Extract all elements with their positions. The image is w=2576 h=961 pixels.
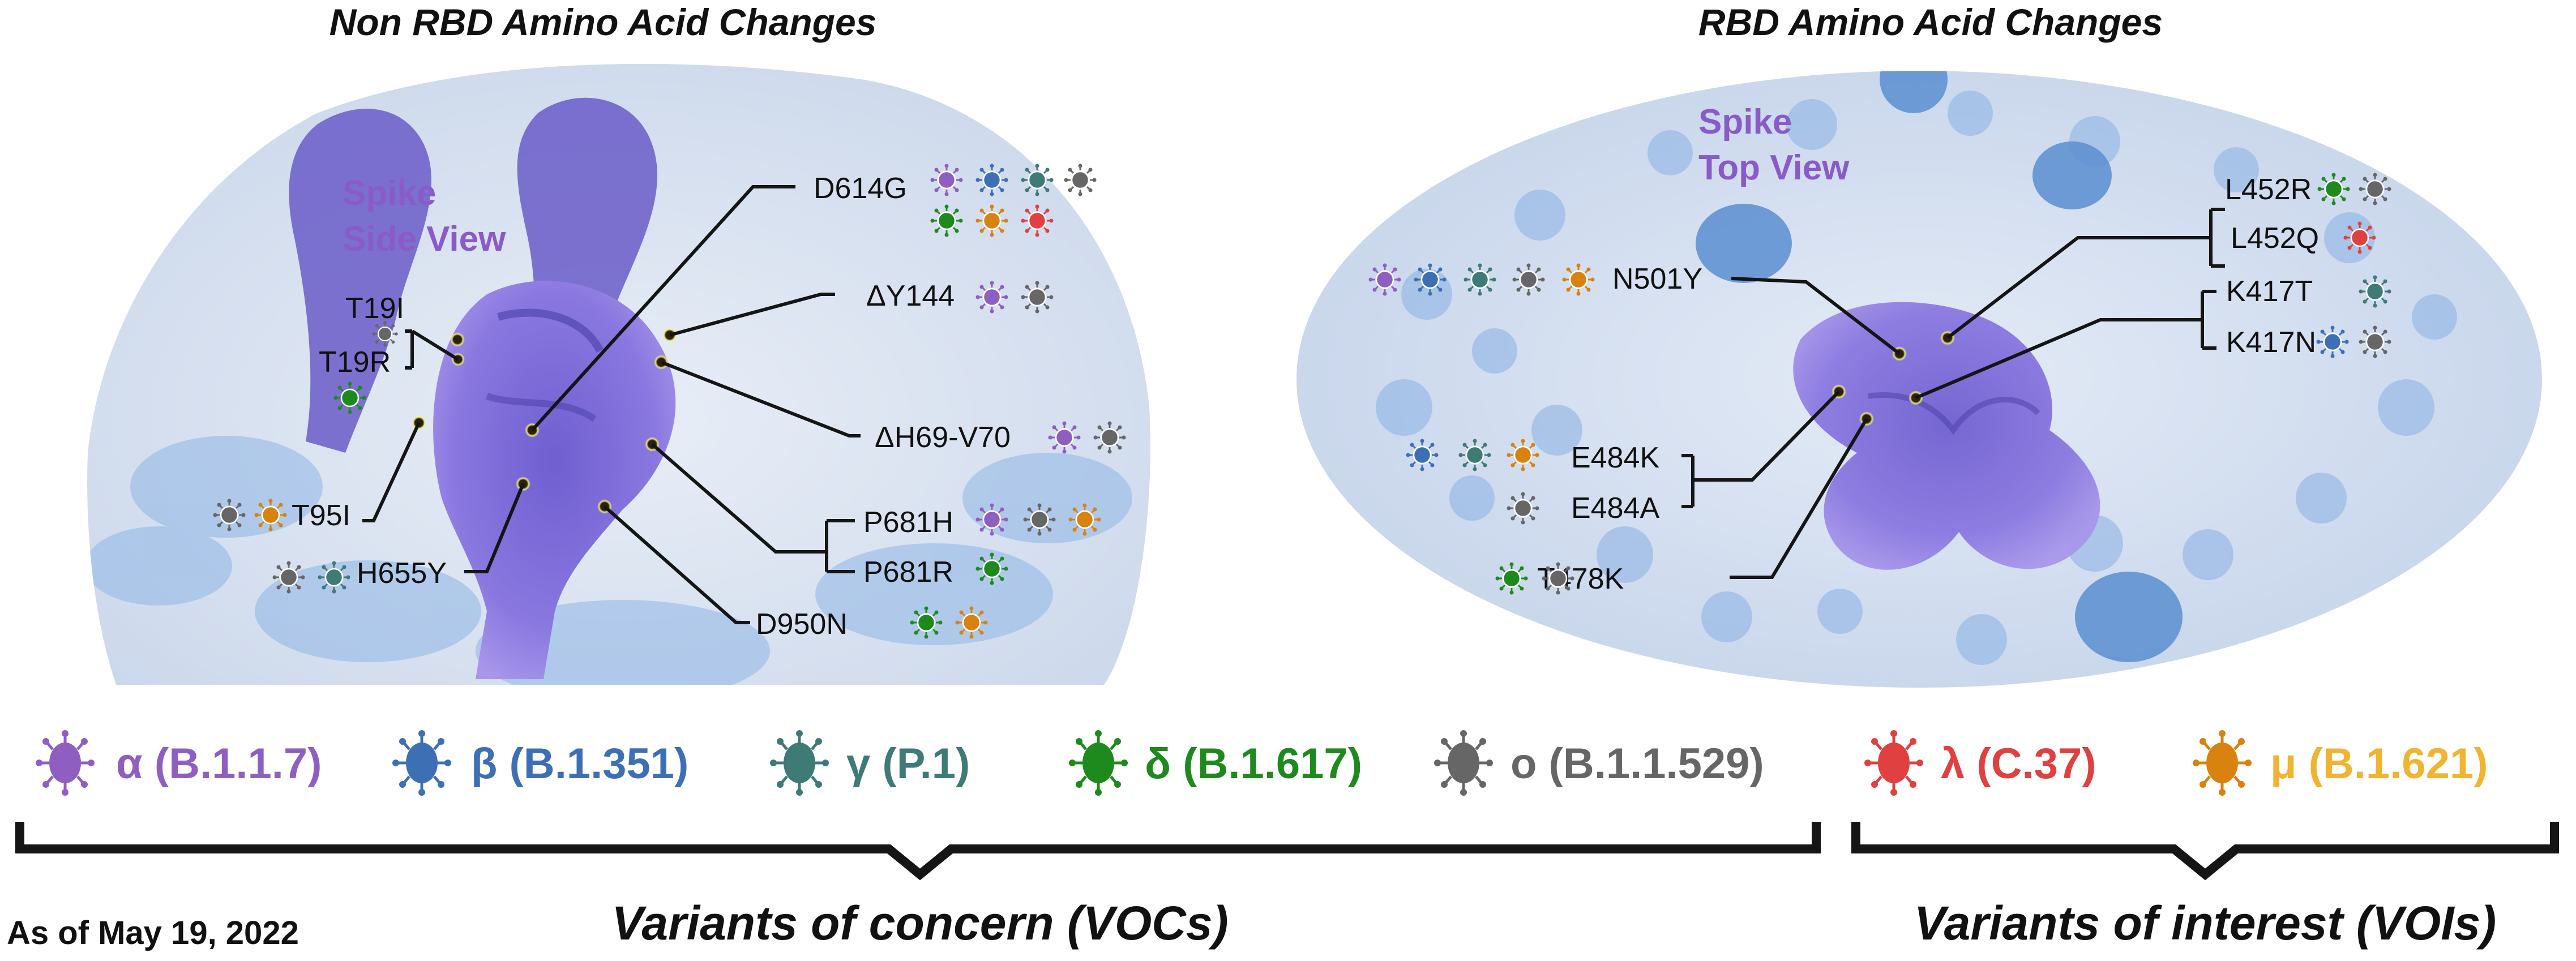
variant-icon-omicron [1022,503,1056,537]
variant-icon-omicron [2358,325,2392,359]
mutation-l452r: L452R [2225,173,2312,206]
variant-icon-beta [1413,263,1447,297]
legend-label-mu: μ (B.1.621) [2270,740,2488,788]
variant-icon-mu [955,606,989,640]
legend-label-alpha: α (B.1.1.7) [116,740,322,788]
variant-icon-alpha [975,280,1009,314]
spike-top-view-protein [1793,302,2100,570]
mutation-t19r: T19R [319,346,391,379]
variant-icon-gamma [1463,263,1497,297]
side-view-label-line2: Side View [343,220,506,259]
top-view-label-line2: Top View [1698,148,1850,187]
mutation-e484a: E484A [1571,492,1659,525]
voc-brace [15,822,1821,881]
variant-icon-omicron [1093,421,1127,454]
variant-icon-omicron [371,320,399,347]
legend-label-gamma: γ (P.1) [846,740,970,788]
non-rbd-title: Non RBD Amino Acid Changes [330,1,877,43]
legend-label-delta: δ (B.1.617) [1145,740,1362,788]
variant-icon-delta [2317,172,2351,206]
variant-icon-beta [975,163,1009,197]
lambda-virus-icon [1864,730,1923,796]
variant-icon-delta [333,381,367,415]
variant-icon-delta [930,204,964,238]
gamma-virus-icon [770,730,829,796]
variant-icon-omicron [1020,280,1054,314]
variant-icon-delta [1495,561,1529,595]
variant-icon-delta [975,552,1009,586]
mutation-dy144: ΔY144 [866,280,955,312]
variant-icon-beta [1405,438,1439,472]
mutation-dh69-v70: ΔH69-V70 [875,421,1011,454]
variant-icon-omicron [272,560,306,594]
variant-icon-alpha [1368,263,1402,297]
spike-side-view-protein [289,97,676,679]
mutation-d614g: D614G [814,172,907,205]
beta-virus-icon [392,730,451,796]
voc-label: Variants of concern (VOCs) [611,896,1228,950]
variant-icon-omicron [212,498,246,532]
mutation-t95i: T95I [292,499,350,532]
top-view-label-line1: Spike [1698,102,1792,141]
variant-legend: α (B.1.1.7) β (B.1.351) γ (P.1) δ (B.1.6… [36,730,2488,796]
legend-item-omicron: o (B.1.1.529) [1434,730,1764,796]
rbd-title: RBD Amino Acid Changes [1698,1,2163,43]
variant-icon-omicron [1541,561,1575,595]
legend-label-omicron: o (B.1.1.529) [1510,740,1764,788]
variant-icon-delta [909,606,943,640]
mu-virus-icon [2193,730,2252,796]
voi-label: Variants of interest (VOIs) [1914,896,2496,950]
mutation-n501y: N501Y [1612,263,1702,295]
variant-icon-lambda [1020,204,1054,238]
as-of-date: As of May 19, 2022 [7,915,299,951]
top-view-panel: Spike Top View N501Y L452R L452Q K417T K… [1296,71,2542,688]
variant-icon-mu [1506,438,1540,472]
legend-item-gamma: γ (P.1) [770,730,970,796]
legend-item-beta: β (B.1.351) [392,730,688,796]
variant-icon-omicron [2358,172,2392,206]
variant-icon-omicron [1512,263,1546,297]
legend-item-mu: μ (B.1.621) [2193,730,2488,796]
variant-icon-gamma [317,560,351,594]
variant-icon-omicron [1506,491,1540,525]
omicron-virus-icon [1434,730,1493,796]
legend-item-alpha: α (B.1.1.7) [36,730,322,796]
mutation-l452q: L452Q [2231,222,2319,255]
mutation-k417t: K417T [2226,275,2313,308]
variant-icon-omicron [1063,163,1097,197]
top-view-leader-lines [1681,208,2225,579]
mutation-k417n: K417N [2226,326,2316,359]
dark-blue-proteins [1696,71,2183,662]
variant-icon-alpha [975,503,1009,537]
voi-brace [1851,822,2559,881]
variant-icon-mu [1068,503,1102,537]
mutation-t19i: T19I [345,292,404,325]
variant-icon-lambda [2343,221,2377,255]
variant-icon-gamma [2358,274,2392,308]
variant-icon-mu [254,498,288,532]
alpha-virus-icon [36,730,95,796]
variant-icon-alpha [930,163,964,197]
side-view-label-line1: Spike [343,174,436,213]
mutation-d950n: D950N [756,608,848,641]
variant-icon-gamma [1458,438,1492,472]
mutation-p681r: P681R [863,556,953,589]
variant-icon-beta [2316,325,2350,359]
legend-label-beta: β (B.1.351) [471,740,688,788]
legend-item-lambda: λ (C.37) [1864,730,2096,796]
variant-icon-gamma [1020,163,1054,197]
variant-icon-mu [975,204,1009,238]
legend-label-lambda: λ (C.37) [1941,740,2096,788]
side-view-leader-lines [362,185,861,624]
variant-icon-mu [1561,263,1595,297]
delta-virus-icon [1069,730,1128,796]
side-view-panel: Spike Side View D614G ΔY144 ΔH69-V70 T19… [87,63,1150,685]
mutation-h655y: H655Y [357,557,447,590]
variant-icon-alpha [1047,421,1081,454]
mutation-e484k: E484K [1571,441,1659,474]
mutation-p681h: P681H [863,506,953,539]
legend-item-delta: δ (B.1.617) [1069,730,1362,796]
